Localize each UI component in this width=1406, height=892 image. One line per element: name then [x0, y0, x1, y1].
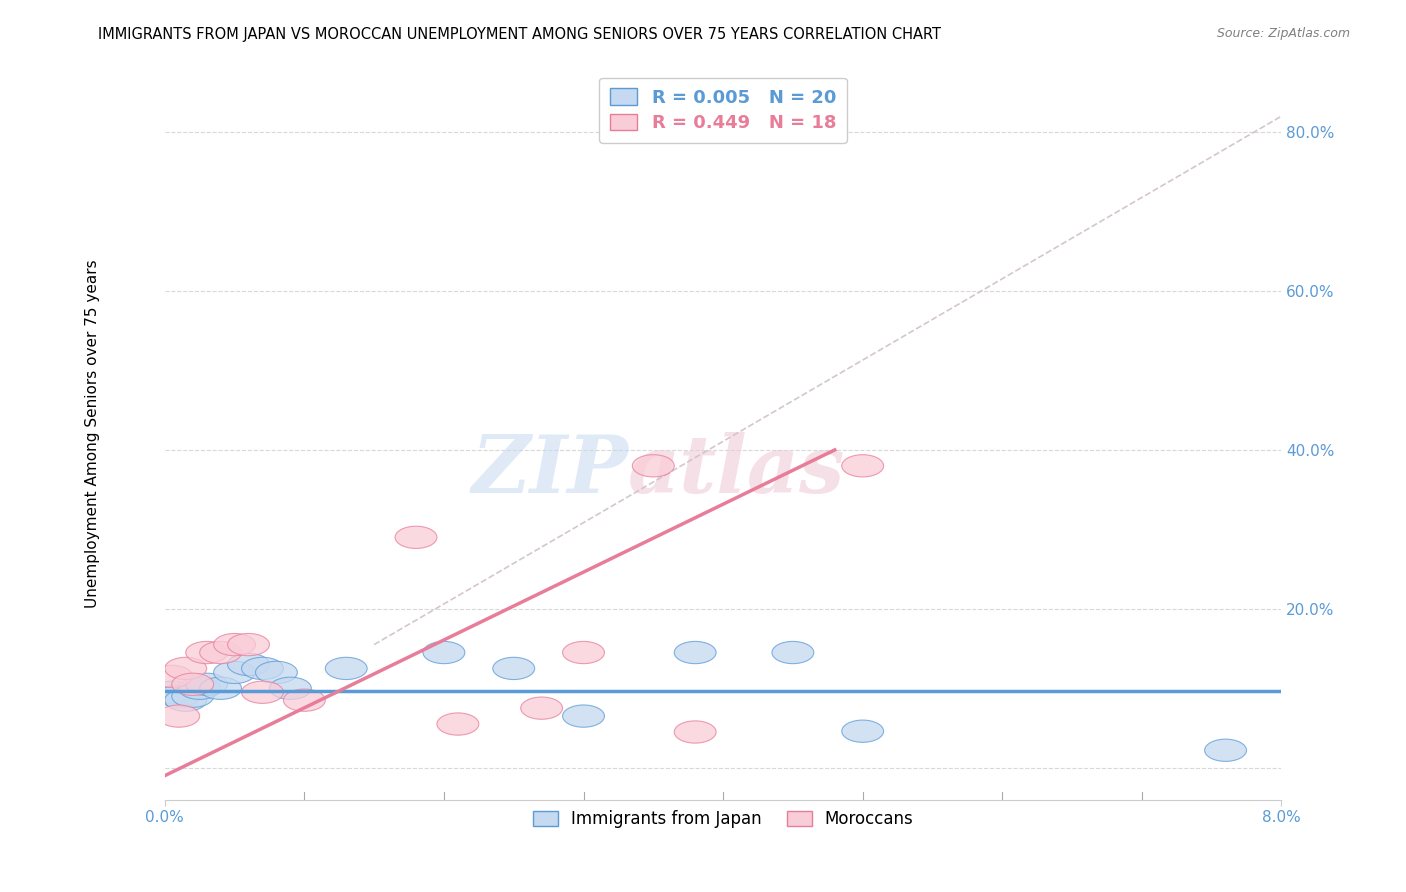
Y-axis label: Unemployment Among Seniors over 75 years: Unemployment Among Seniors over 75 years: [86, 260, 100, 608]
Ellipse shape: [256, 661, 298, 683]
Ellipse shape: [562, 705, 605, 727]
Ellipse shape: [633, 455, 675, 477]
Ellipse shape: [270, 677, 311, 699]
Ellipse shape: [786, 105, 828, 128]
Ellipse shape: [284, 690, 325, 711]
Ellipse shape: [157, 685, 200, 707]
Ellipse shape: [200, 641, 242, 664]
Ellipse shape: [165, 657, 207, 680]
Ellipse shape: [242, 681, 284, 704]
Ellipse shape: [228, 633, 270, 656]
Ellipse shape: [520, 697, 562, 719]
Ellipse shape: [150, 665, 193, 688]
Ellipse shape: [157, 705, 200, 727]
Ellipse shape: [325, 657, 367, 680]
Text: ZIP: ZIP: [471, 432, 628, 509]
Ellipse shape: [1205, 739, 1247, 762]
Ellipse shape: [172, 673, 214, 696]
Ellipse shape: [179, 677, 221, 699]
Ellipse shape: [562, 641, 605, 664]
Ellipse shape: [186, 673, 228, 696]
Ellipse shape: [172, 685, 214, 707]
Ellipse shape: [675, 641, 716, 664]
Ellipse shape: [165, 690, 207, 711]
Ellipse shape: [423, 641, 465, 664]
Text: atlas: atlas: [628, 432, 845, 509]
Ellipse shape: [772, 641, 814, 664]
Ellipse shape: [150, 681, 193, 704]
Ellipse shape: [242, 657, 284, 680]
Ellipse shape: [228, 653, 270, 675]
Text: Source: ZipAtlas.com: Source: ZipAtlas.com: [1216, 27, 1350, 40]
Text: IMMIGRANTS FROM JAPAN VS MOROCCAN UNEMPLOYMENT AMONG SENIORS OVER 75 YEARS CORRE: IMMIGRANTS FROM JAPAN VS MOROCCAN UNEMPL…: [98, 27, 942, 42]
Ellipse shape: [437, 713, 479, 735]
Ellipse shape: [186, 641, 228, 664]
Ellipse shape: [492, 657, 534, 680]
Ellipse shape: [214, 633, 256, 656]
Ellipse shape: [214, 661, 256, 683]
Ellipse shape: [842, 720, 883, 742]
Ellipse shape: [842, 455, 883, 477]
Ellipse shape: [200, 677, 242, 699]
Ellipse shape: [395, 526, 437, 549]
Ellipse shape: [675, 721, 716, 743]
Legend: Immigrants from Japan, Moroccans: Immigrants from Japan, Moroccans: [526, 804, 921, 835]
